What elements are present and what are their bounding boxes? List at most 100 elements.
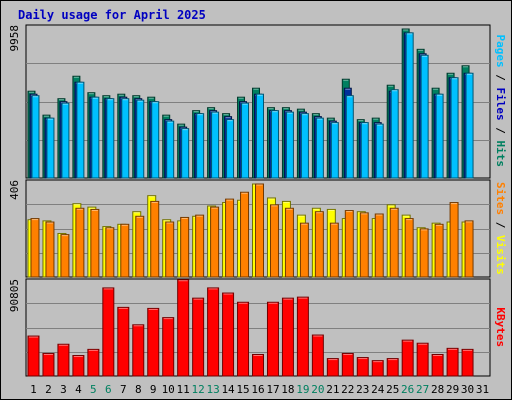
- axis-label-kbytes: KBytes: [494, 307, 507, 347]
- x-tick-day-27: 27: [416, 383, 429, 396]
- bar-sites-day-20: [314, 211, 324, 278]
- bar-sites-day-5: [90, 208, 100, 278]
- x-tick-day-20: 20: [311, 383, 324, 396]
- bar-pages-day-19: [300, 113, 309, 179]
- axis-label-visits-sites: Sites / Visits: [494, 182, 507, 275]
- bar-kbytes-day-15: [237, 301, 250, 377]
- bar-sites-day-3: [60, 234, 70, 278]
- bar-kbytes-day-2: [42, 352, 55, 377]
- x-tick-day-31: 31: [476, 383, 489, 396]
- bar-sites-day-29: [449, 202, 459, 278]
- bar-sites-day-17: [269, 204, 279, 278]
- x-tick-day-21: 21: [326, 383, 339, 396]
- x-tick-day-5: 5: [90, 383, 97, 396]
- bar-sites-day-6: [105, 227, 115, 278]
- x-tick-day-11: 11: [177, 383, 190, 396]
- bar-sites-day-13: [210, 206, 220, 278]
- bar-sites-day-10: [165, 221, 175, 278]
- axis-label-part-0: KBytes: [494, 307, 507, 347]
- bar-kbytes-day-22: [341, 352, 354, 377]
- bar-sites-day-26: [404, 218, 414, 278]
- axis-label-part-2: Files: [494, 88, 507, 121]
- bar-kbytes-day-3: [57, 343, 70, 377]
- bar-kbytes-day-26: [401, 339, 414, 377]
- bar-pages-day-20: [315, 117, 324, 179]
- bar-kbytes-day-13: [207, 287, 220, 377]
- bar-kbytes-day-7: [117, 306, 130, 377]
- bar-pages-day-26: [405, 32, 414, 179]
- bar-pages-day-15: [241, 102, 250, 179]
- bar-kbytes-day-28: [431, 353, 444, 377]
- bar-pages-day-3: [61, 102, 70, 179]
- bar-pages-day-4: [76, 81, 85, 179]
- bar-kbytes-day-1: [27, 335, 40, 377]
- x-tick-day-17: 17: [266, 383, 279, 396]
- x-tick-day-28: 28: [431, 383, 444, 396]
- bar-pages-day-23: [360, 122, 369, 179]
- x-tick-day-7: 7: [120, 383, 127, 396]
- bar-sites-day-11: [180, 216, 190, 278]
- bar-sites-day-19: [299, 222, 309, 278]
- bar-pages-day-18: [285, 111, 294, 179]
- bar-pages-day-27: [420, 54, 429, 179]
- bar-kbytes-day-27: [416, 342, 429, 377]
- bar-pages-day-11: [181, 128, 190, 179]
- bar-sites-day-30: [464, 220, 474, 278]
- bar-sites-day-24: [374, 213, 384, 278]
- bar-sites-day-18: [284, 207, 294, 278]
- bar-sites-day-21: [329, 222, 339, 278]
- x-tick-day-6: 6: [105, 383, 112, 396]
- x-tick-day-3: 3: [60, 383, 67, 396]
- x-tick-day-23: 23: [356, 383, 369, 396]
- bar-pages-day-21: [330, 122, 339, 179]
- x-tick-day-25: 25: [386, 383, 399, 396]
- chart-title: Daily usage for April 2025: [18, 8, 206, 22]
- x-tick-day-16: 16: [251, 383, 264, 396]
- axis-label-hits-files-pages: Pages / Files / Hits: [494, 35, 507, 168]
- bar-sites-day-28: [434, 223, 444, 278]
- axis-label-part-1: /: [494, 68, 507, 88]
- bar-kbytes-day-21: [326, 358, 339, 377]
- bar-kbytes-day-9: [147, 307, 160, 377]
- x-tick-day-13: 13: [206, 383, 219, 396]
- bar-pages-day-14: [226, 119, 235, 179]
- bar-kbytes-day-16: [252, 353, 264, 377]
- bar-sites-day-15: [240, 191, 250, 278]
- bar-kbytes-day-4: [72, 355, 85, 377]
- bar-sites-day-23: [359, 212, 369, 278]
- bar-pages-day-9: [151, 101, 160, 179]
- bar-pages-day-28: [435, 93, 444, 179]
- bar-pages-day-12: [196, 113, 205, 179]
- bar-sites-day-25: [389, 207, 399, 278]
- x-tick-day-15: 15: [236, 383, 249, 396]
- ymax-label-kbytes: 90805: [8, 279, 21, 312]
- bar-kbytes-day-25: [386, 358, 399, 377]
- bar-pages-day-29: [450, 77, 459, 179]
- bar-pages-day-17: [270, 110, 279, 179]
- x-tick-day-18: 18: [281, 383, 294, 396]
- x-tick-day-10: 10: [162, 383, 175, 396]
- bar-pages-day-6: [106, 98, 115, 179]
- bar-kbytes-day-29: [446, 347, 459, 377]
- bar-kbytes-day-8: [132, 324, 145, 377]
- bar-sites-day-4: [75, 207, 85, 278]
- bar-sites-day-12: [195, 214, 205, 278]
- bar-kbytes-day-20: [311, 334, 324, 377]
- x-tick-day-26: 26: [401, 383, 414, 396]
- bar-kbytes-day-18: [281, 297, 294, 377]
- axis-label-part-2: Visits: [494, 235, 507, 275]
- x-tick-day-14: 14: [221, 383, 235, 396]
- axis-label-part-0: Pages: [494, 35, 507, 68]
- ymax-label-visits-sites: 406: [8, 180, 21, 200]
- bar-pages-day-25: [390, 89, 399, 179]
- axis-label-part-4: Hits: [494, 141, 507, 168]
- bar-kbytes-day-6: [102, 287, 115, 377]
- bar-sites-day-22: [344, 210, 354, 278]
- x-tick-day-29: 29: [446, 383, 459, 396]
- bar-kbytes-day-12: [192, 297, 205, 377]
- bar-sites-day-7: [120, 223, 130, 278]
- bar-sites-day-27: [419, 228, 429, 278]
- bar-pages-day-1: [31, 95, 40, 179]
- bar-sites-day-2: [45, 221, 55, 278]
